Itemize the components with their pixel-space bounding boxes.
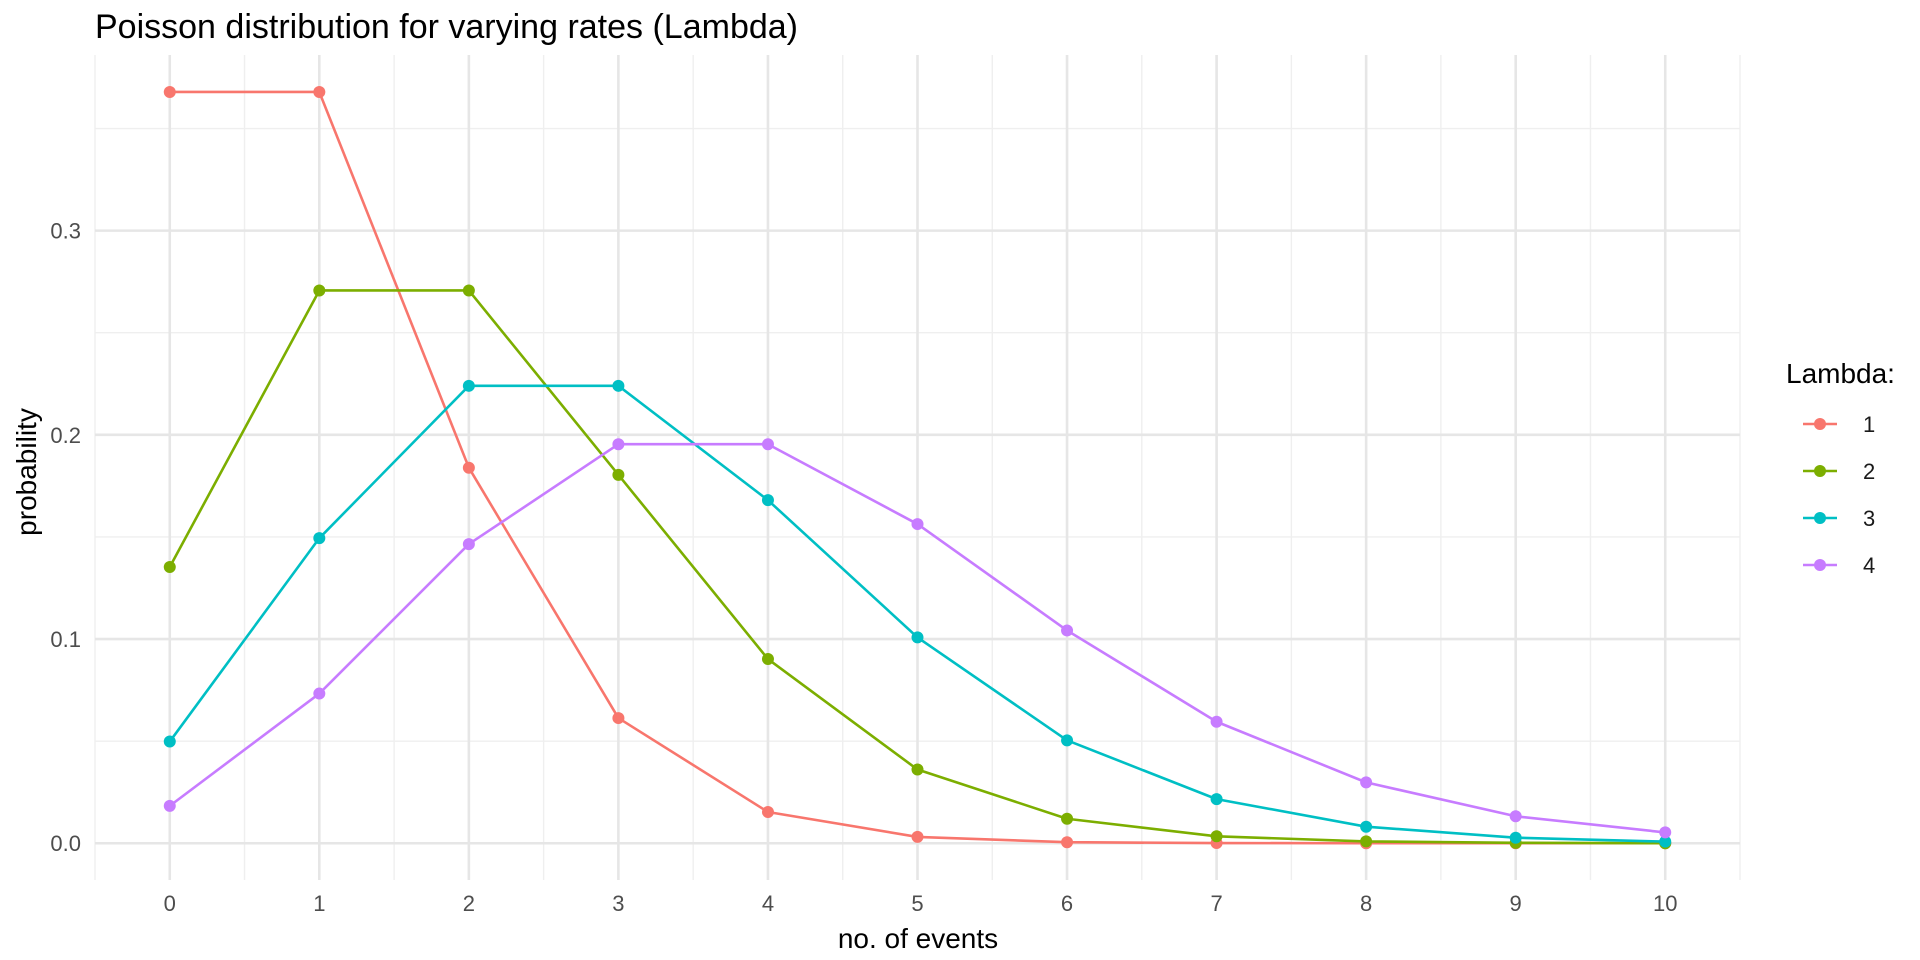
y-tick-label: 0.3: [50, 219, 81, 244]
data-point-lambda-1: [313, 85, 326, 98]
data-point-lambda-2: [1360, 835, 1373, 848]
legend-label: 1: [1863, 412, 1875, 437]
grid-layer: [94, 55, 1741, 880]
data-point-lambda-4: [313, 687, 326, 700]
data-point-lambda-1: [761, 805, 774, 818]
y-axis-title: probability: [11, 408, 42, 536]
data-point-lambda-2: [462, 284, 475, 297]
x-tick-label: 8: [1360, 891, 1372, 916]
data-point-lambda-3: [1210, 793, 1223, 806]
x-tick-label: 3: [612, 891, 624, 916]
x-tick-label: 2: [463, 891, 475, 916]
x-tick-label: 9: [1510, 891, 1522, 916]
x-tick-label: 5: [911, 891, 923, 916]
legend: 1 2 3 4: [1803, 412, 1875, 578]
data-point-lambda-3: [1659, 835, 1672, 848]
data-point-lambda-4: [612, 438, 625, 451]
data-point-lambda-3: [1360, 820, 1373, 833]
x-axis-title: no. of events: [838, 923, 998, 954]
data-point-lambda-2: [761, 653, 774, 666]
data-point-lambda-1: [462, 461, 475, 474]
data-point-lambda-1: [1061, 836, 1074, 849]
data-point-lambda-2: [1061, 812, 1074, 825]
x-tick-label: 10: [1653, 891, 1677, 916]
data-point-lambda-3: [1509, 831, 1522, 844]
legend-key-point: [1814, 559, 1826, 571]
data-point-lambda-1: [911, 830, 924, 843]
data-point-lambda-1: [163, 85, 176, 98]
data-point-lambda-4: [1360, 776, 1373, 789]
x-tick-label: 6: [1061, 891, 1073, 916]
legend-key-point: [1814, 512, 1826, 524]
data-point-lambda-3: [462, 379, 475, 392]
legend-label: 4: [1863, 553, 1875, 578]
data-point-lambda-4: [1659, 826, 1672, 839]
legend-key-point: [1814, 418, 1826, 430]
data-point-lambda-3: [313, 532, 326, 545]
legend-label: 3: [1863, 506, 1875, 531]
data-point-lambda-4: [1210, 715, 1223, 728]
data-point-lambda-3: [1061, 734, 1074, 747]
x-tick-label: 0: [164, 891, 176, 916]
data-point-lambda-4: [163, 799, 176, 812]
x-tick-label: 4: [762, 891, 774, 916]
x-tick-label: 1: [313, 891, 325, 916]
chart-title: Poisson distribution for varying rates (…: [95, 8, 798, 46]
data-point-lambda-3: [911, 631, 924, 644]
data-point-lambda-4: [1061, 624, 1074, 637]
data-point-lambda-4: [761, 438, 774, 451]
y-tick-label: 0.1: [50, 627, 81, 652]
data-point-lambda-4: [911, 518, 924, 531]
data-point-lambda-2: [1210, 830, 1223, 843]
legend-title: Lambda:: [1786, 358, 1895, 389]
legend-label: 2: [1863, 459, 1875, 484]
data-point-lambda-1: [612, 712, 625, 725]
y-tick-label: 0.0: [50, 831, 81, 856]
data-point-lambda-3: [163, 735, 176, 748]
data-point-lambda-4: [1509, 810, 1522, 823]
data-point-lambda-4: [462, 538, 475, 551]
axis-layer: 0 1 2 3 4 5 6 7 8 9 10 0.0 0.1 0.2 0.3: [50, 219, 1677, 916]
legend-key-point: [1814, 465, 1826, 477]
data-point-lambda-2: [313, 284, 326, 297]
x-tick-label: 7: [1210, 891, 1222, 916]
y-tick-label: 0.2: [50, 423, 81, 448]
data-point-lambda-3: [761, 494, 774, 507]
data-point-lambda-2: [911, 763, 924, 776]
data-point-lambda-3: [612, 379, 625, 392]
series-layer: [163, 85, 1672, 850]
data-point-lambda-2: [612, 468, 625, 481]
data-point-lambda-2: [163, 560, 176, 573]
